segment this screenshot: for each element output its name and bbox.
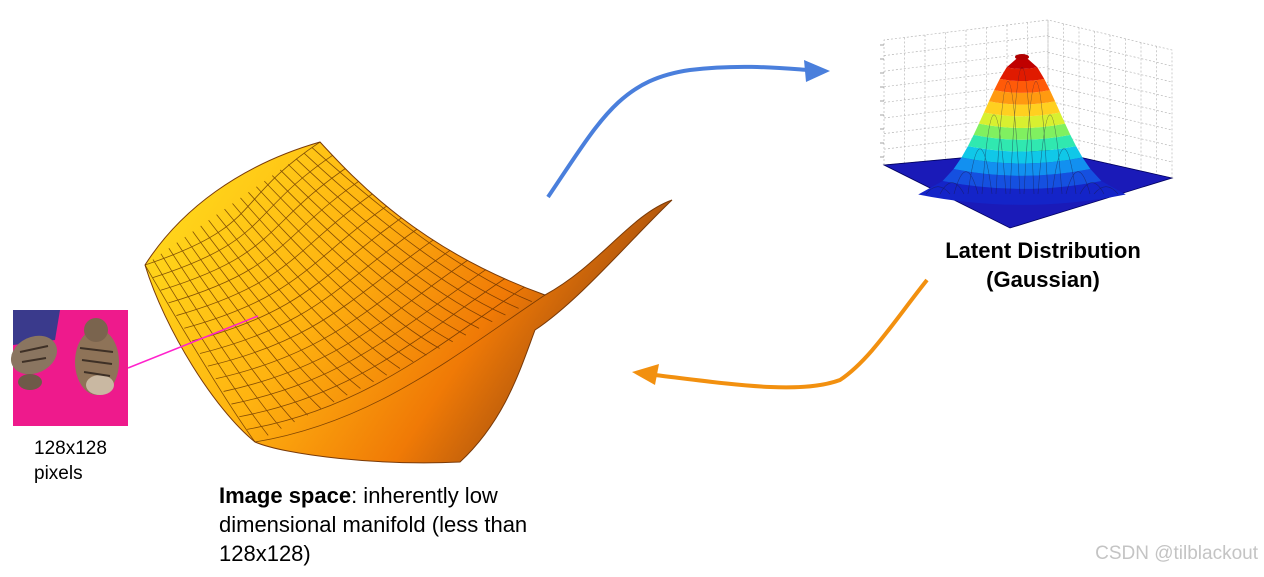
latent-title: Latent Distribution [945, 238, 1141, 263]
saddle-manifold-icon [144, 141, 673, 464]
gaussian-surface-plot-icon [880, 19, 1174, 229]
watermark: CSDN @tilblackout [1095, 543, 1258, 564]
latent-subtitle: (Gaussian) [986, 267, 1100, 292]
image-size-label: 128x128 pixels [34, 436, 107, 486]
cat-photo-icon [10, 310, 128, 426]
image-space-description: : inherently low dimensional manifold (l… [219, 483, 528, 566]
photo-pointer-line [127, 315, 259, 369]
latent-distribution-label: Latent Distribution (Gaussian) [920, 236, 1166, 294]
image-space-caption: Image space: inherently low dimensional … [219, 481, 559, 568]
image-size-line: 128x128 [34, 438, 107, 459]
image-space-title: Image space [219, 483, 352, 508]
encode-arrow-icon [546, 60, 830, 199]
decode-arrow-icon [632, 278, 929, 390]
image-pixels-line: pixels [34, 463, 83, 484]
